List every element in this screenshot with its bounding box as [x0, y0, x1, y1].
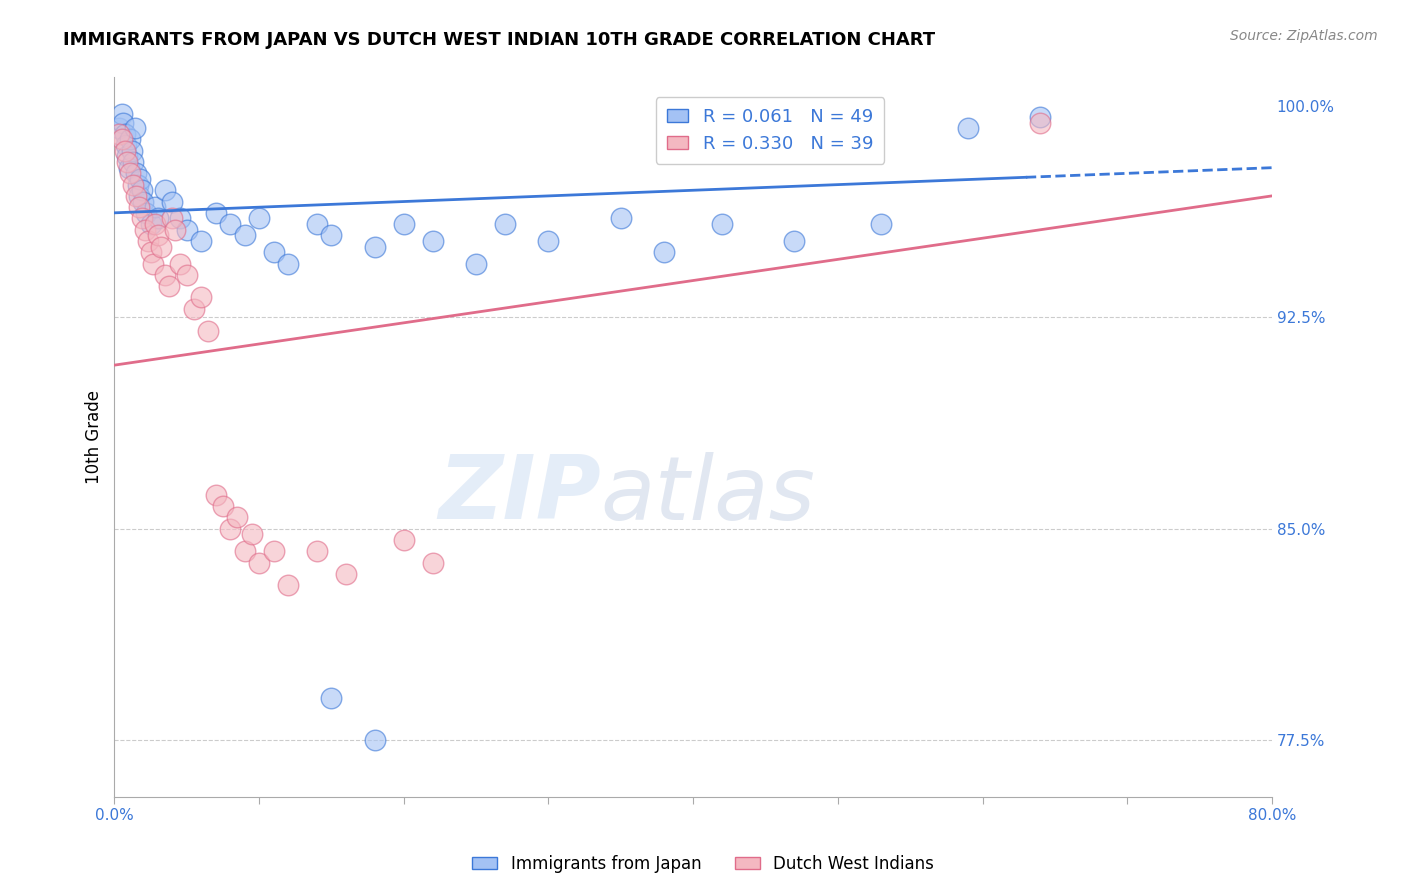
Point [335, 566, 357, 581]
Point [422, 556, 444, 570]
Point [146, 211, 169, 226]
Point [1029, 115, 1052, 129]
Point [162, 194, 184, 209]
Point [117, 149, 139, 163]
Point [143, 200, 166, 214]
Point [263, 245, 285, 260]
Point [143, 217, 166, 231]
Point [392, 217, 415, 231]
Point [149, 240, 172, 254]
Point [321, 690, 343, 705]
Point [263, 544, 285, 558]
Point [610, 211, 633, 226]
Point [190, 234, 212, 248]
Point [131, 183, 153, 197]
Point [247, 211, 270, 226]
Point [364, 733, 387, 747]
Point [957, 121, 980, 136]
Point [118, 161, 141, 175]
Point [122, 155, 145, 169]
Point [134, 223, 156, 237]
Text: IMMIGRANTS FROM JAPAN VS DUTCH WEST INDIAN 10TH GRADE CORRELATION CHART: IMMIGRANTS FROM JAPAN VS DUTCH WEST INDI… [63, 31, 935, 49]
Point [127, 178, 149, 192]
Point [146, 228, 169, 243]
Point [139, 245, 162, 260]
Point [176, 223, 198, 237]
Point [176, 268, 198, 282]
Point [162, 211, 184, 226]
Point [135, 206, 157, 220]
Point [247, 556, 270, 570]
Point [132, 194, 155, 209]
Point [190, 290, 212, 304]
Text: Source: ZipAtlas.com: Source: ZipAtlas.com [1230, 29, 1378, 43]
Point [153, 183, 176, 197]
Point [165, 223, 187, 237]
Point [204, 488, 226, 502]
Point [129, 172, 152, 186]
Point [122, 178, 145, 192]
Text: atlas: atlas [600, 451, 815, 538]
Point [111, 132, 134, 146]
Point [107, 127, 129, 141]
Point [117, 155, 139, 169]
Point [139, 217, 162, 231]
Point [120, 166, 142, 180]
Point [197, 324, 219, 338]
Point [124, 121, 146, 136]
Point [112, 115, 135, 129]
Point [711, 217, 734, 231]
Point [121, 144, 143, 158]
Point [277, 578, 299, 592]
Y-axis label: 10th Grade: 10th Grade [86, 390, 103, 484]
Point [305, 217, 328, 231]
Point [111, 107, 134, 121]
Legend: Immigrants from Japan, Dutch West Indians: Immigrants from Japan, Dutch West Indian… [465, 848, 941, 880]
Point [219, 522, 242, 536]
Point [136, 234, 159, 248]
Point [125, 189, 148, 203]
Text: ZIP: ZIP [437, 451, 600, 538]
Point [169, 211, 191, 226]
Point [128, 189, 150, 203]
Point [392, 533, 415, 547]
Point [131, 211, 153, 226]
Point [226, 510, 249, 524]
Point [125, 166, 148, 180]
Point [169, 257, 191, 271]
Point [219, 217, 242, 231]
Point [204, 206, 226, 220]
Point [233, 544, 256, 558]
Point [233, 228, 256, 243]
Point [465, 257, 488, 271]
Point [114, 127, 136, 141]
Point [107, 121, 129, 136]
Point [183, 301, 205, 316]
Point [277, 257, 299, 271]
Point [115, 138, 138, 153]
Point [537, 234, 560, 248]
Point [364, 240, 387, 254]
Point [870, 217, 893, 231]
Point [212, 499, 235, 513]
Point [305, 544, 328, 558]
Point [120, 132, 142, 146]
Point [153, 268, 176, 282]
Point [783, 234, 806, 248]
Point [652, 245, 675, 260]
Point [157, 279, 180, 293]
Point [422, 234, 444, 248]
Point [142, 257, 165, 271]
Legend: R = 0.061   N = 49, R = 0.330   N = 39: R = 0.061 N = 49, R = 0.330 N = 39 [655, 97, 884, 164]
Point [1029, 110, 1052, 124]
Point [114, 144, 136, 158]
Point [494, 217, 516, 231]
Point [128, 200, 150, 214]
Point [321, 228, 343, 243]
Point [240, 527, 263, 541]
